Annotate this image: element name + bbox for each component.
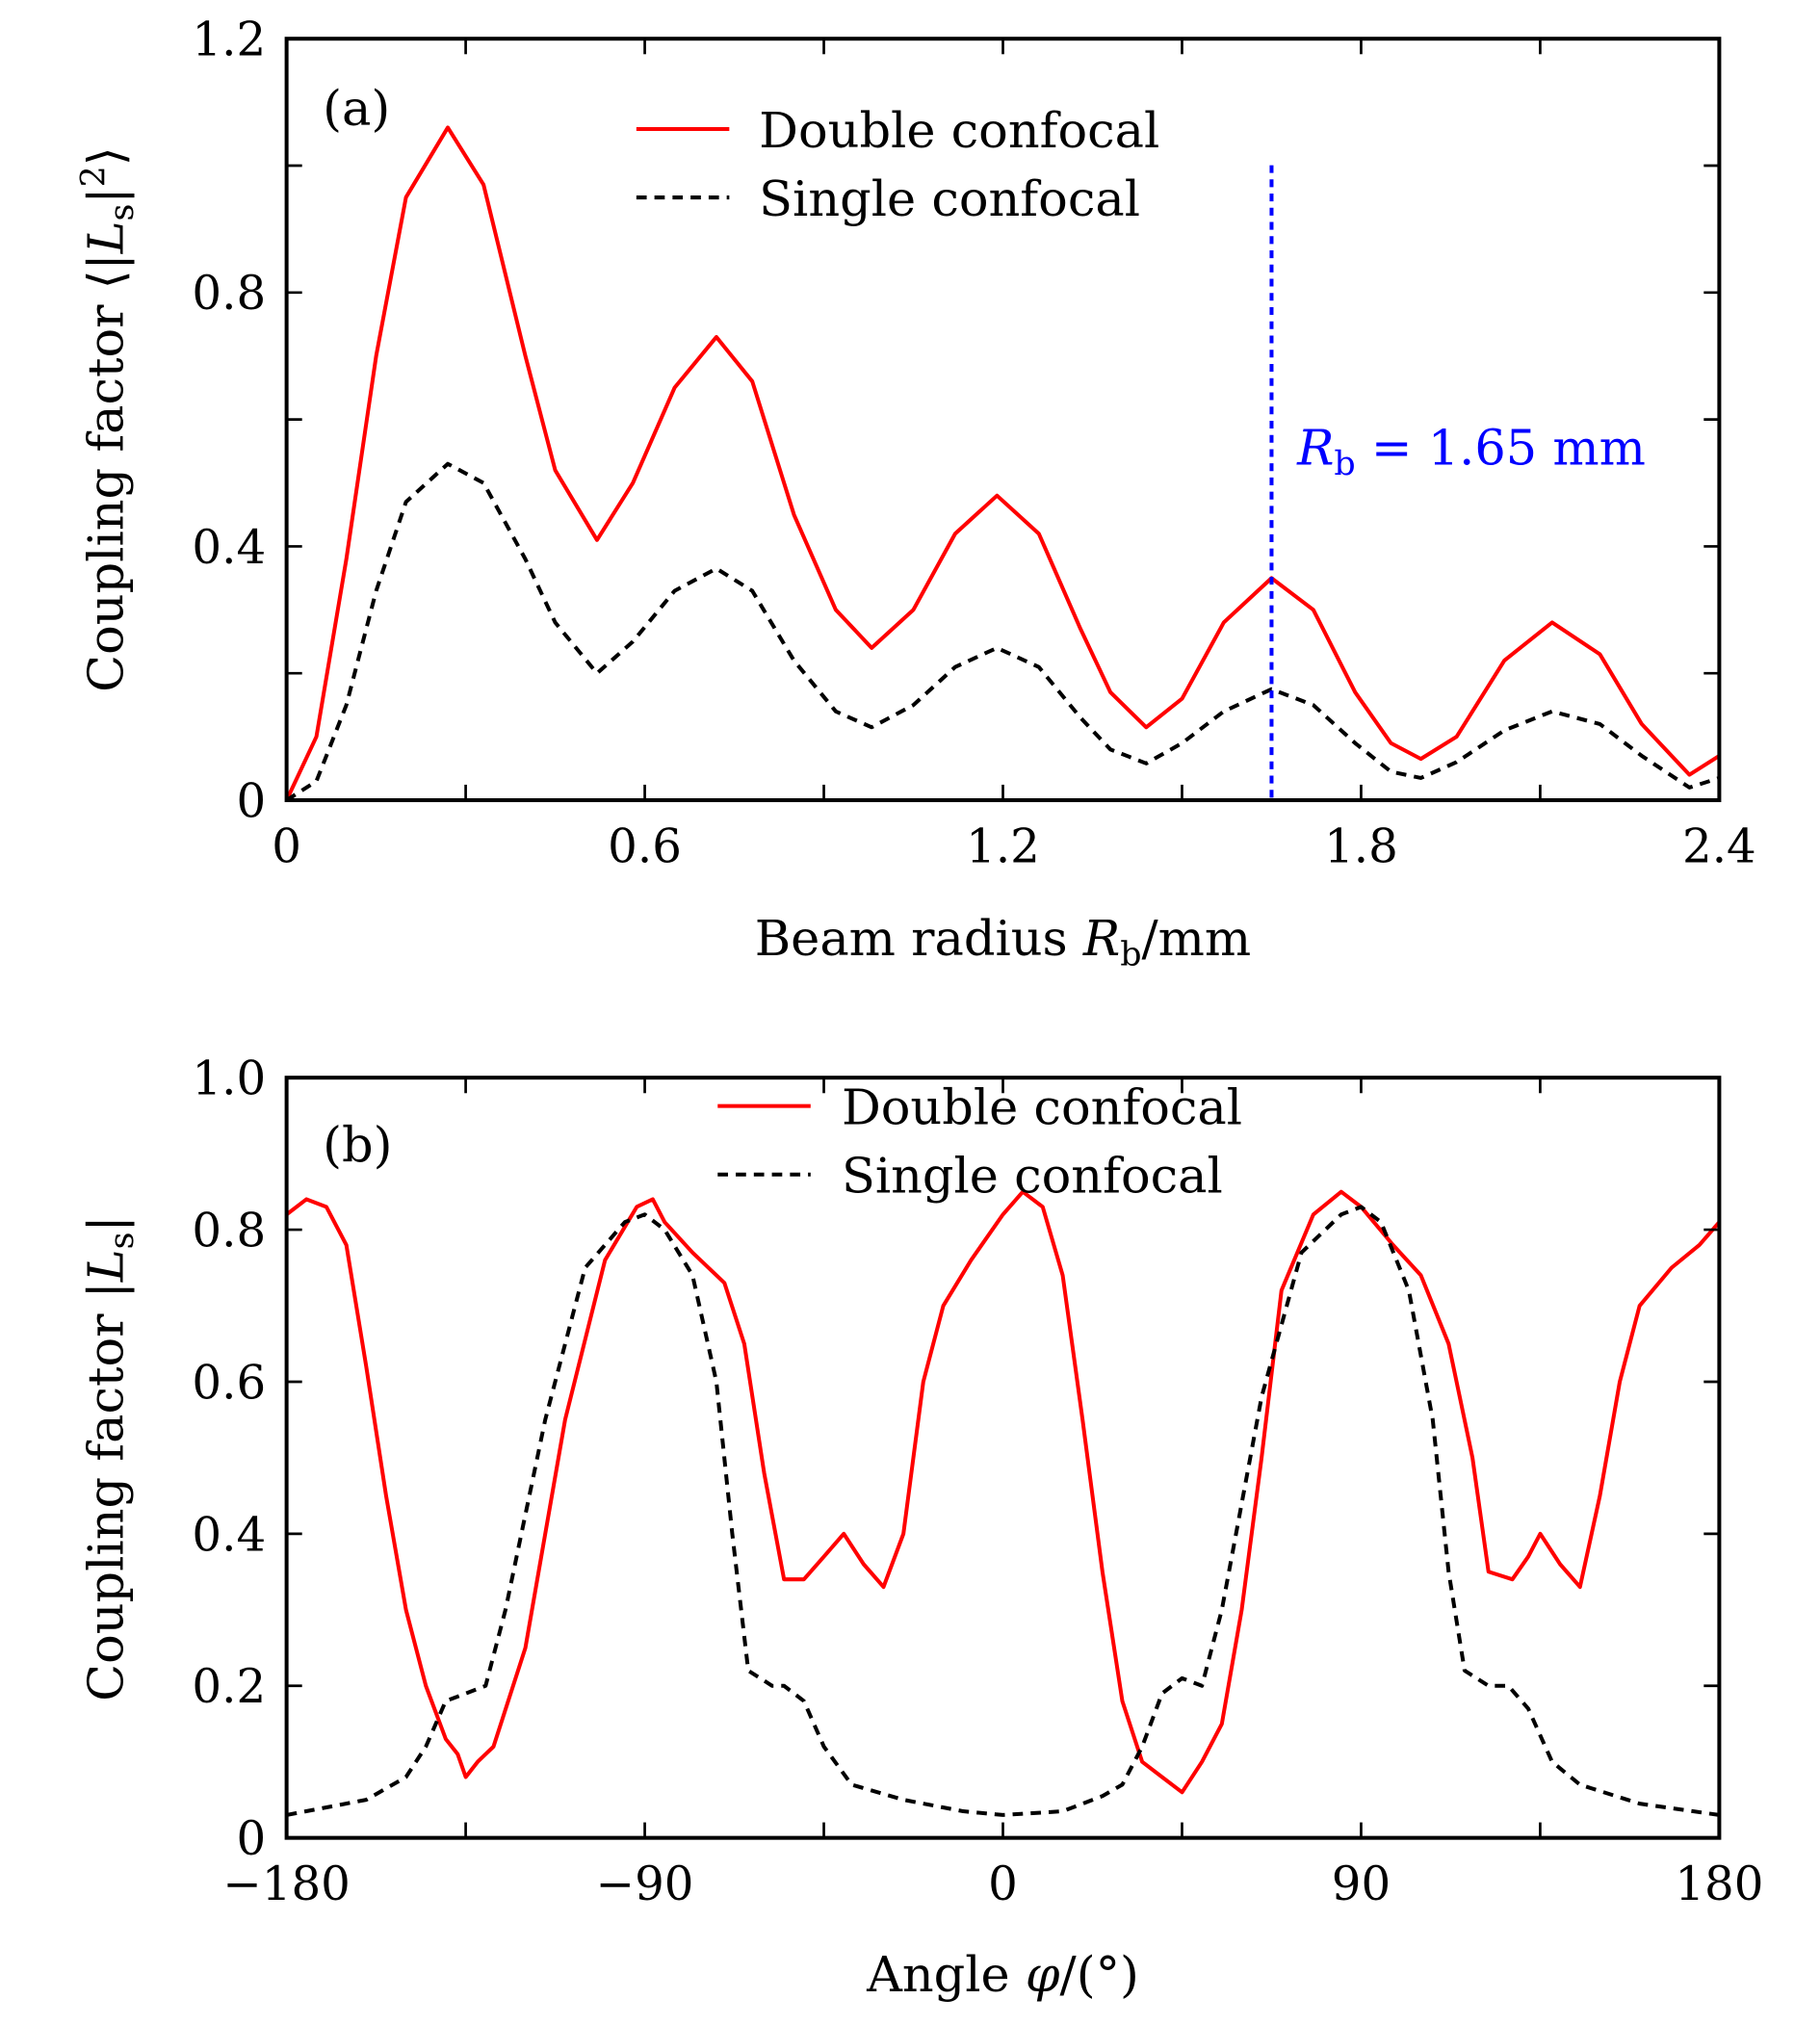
panel-a: 0 0.6 1.2 1.8 2.4 0 0.4 0.8 1.2 (a) Double confo… xyxy=(75,13,1756,974)
x-tick-label: 90 xyxy=(1332,1857,1391,1911)
x-tick-label: 0.6 xyxy=(608,819,682,873)
legend-label-single: Single confocal xyxy=(759,171,1140,228)
x-tick-label: −90 xyxy=(596,1857,694,1911)
x-axis-label-a: Beam radius Rb/mm xyxy=(755,911,1251,974)
y-tick-label: 0.8 xyxy=(192,1205,266,1259)
y-axis-label-a: Coupling factor ⟨|Ls|2⟩ xyxy=(75,146,142,691)
ylabel-a-sub: s xyxy=(103,204,142,221)
xlabel-a-var: R xyxy=(1082,911,1120,968)
xlabel-b-var: φ xyxy=(1026,1947,1060,2004)
x-axis-label-b: Angle φ/(°) xyxy=(866,1947,1139,2004)
series-single-confocal-line xyxy=(286,1205,1720,1817)
xlabel-a-pre: Beam radius xyxy=(755,911,1083,968)
xlabel-b-pre: Angle xyxy=(866,1947,1026,2004)
annotation-rb: Rb = 1.65 mm xyxy=(1296,421,1646,484)
y-tick-label: 0.4 xyxy=(192,521,266,575)
annotation-var: R xyxy=(1296,421,1334,478)
legend-label-double: Double confocal xyxy=(759,103,1159,160)
y-tick-label: 1.2 xyxy=(192,13,266,67)
series-double-confocal-line xyxy=(284,125,1721,801)
annotation-text: = 1.65 mm xyxy=(1356,421,1646,478)
legend-label-double: Double confocal xyxy=(842,1079,1242,1136)
x-tick-label: 180 xyxy=(1675,1857,1763,1911)
ylabel-a-sup: 2 xyxy=(75,166,114,187)
y-axis-label-b: Coupling factor |Ls| xyxy=(78,1215,142,1701)
x-tick-label: 1.2 xyxy=(966,819,1040,873)
legend-b: Double confocal Single confocal xyxy=(717,1079,1242,1205)
y-tick-label: 0 xyxy=(236,1812,266,1866)
x-tick-label: 0 xyxy=(272,819,301,873)
y-tick-label: 0.8 xyxy=(192,267,266,321)
series-double-confocal-line xyxy=(285,1189,1721,1795)
ylabel-b-pre: Coupling factor | xyxy=(78,1282,135,1701)
x-tick-label: 0 xyxy=(988,1857,1018,1911)
ylabel-b-post: | xyxy=(78,1215,135,1232)
panel-label-a: (a) xyxy=(323,81,390,138)
y-tick-label: 0.4 xyxy=(192,1508,266,1562)
ylabel-a-pre: Coupling factor ⟨| xyxy=(78,253,135,692)
x-tick-label: 2.4 xyxy=(1682,819,1756,873)
x-tick-label: −180 xyxy=(222,1857,351,1911)
y-tick-label: 0.2 xyxy=(192,1660,266,1714)
y-tick-label: 0.6 xyxy=(192,1356,266,1410)
ylabel-b-sub: s xyxy=(103,1232,142,1249)
ylabel-b-var: L xyxy=(78,1249,135,1283)
y-tick-label: 1.0 xyxy=(192,1052,266,1106)
ylabel-a-post: ⟩ xyxy=(78,146,135,166)
xlabel-a-post: /mm xyxy=(1142,911,1252,968)
panel-label-b: (b) xyxy=(323,1117,392,1174)
y-tick-label: 0 xyxy=(236,774,266,828)
panel-b: −180 −90 0 90 180 0 0.2 0.4 0.6 0.8 1.0 (b) Double… xyxy=(78,1052,1763,2005)
annotation-sub: b xyxy=(1334,445,1355,483)
ylabel-a-mid: | xyxy=(78,187,135,203)
xlabel-b-post: /(°) xyxy=(1060,1947,1139,2004)
x-tick-label: 1.8 xyxy=(1324,819,1398,873)
ylabel-a-var: L xyxy=(78,221,135,254)
legend-label-single: Single confocal xyxy=(842,1148,1223,1205)
series-single-confocal-line xyxy=(285,461,1721,802)
xlabel-a-sub: b xyxy=(1120,936,1141,974)
legend-a: Double confocal Single confocal xyxy=(636,103,1159,228)
